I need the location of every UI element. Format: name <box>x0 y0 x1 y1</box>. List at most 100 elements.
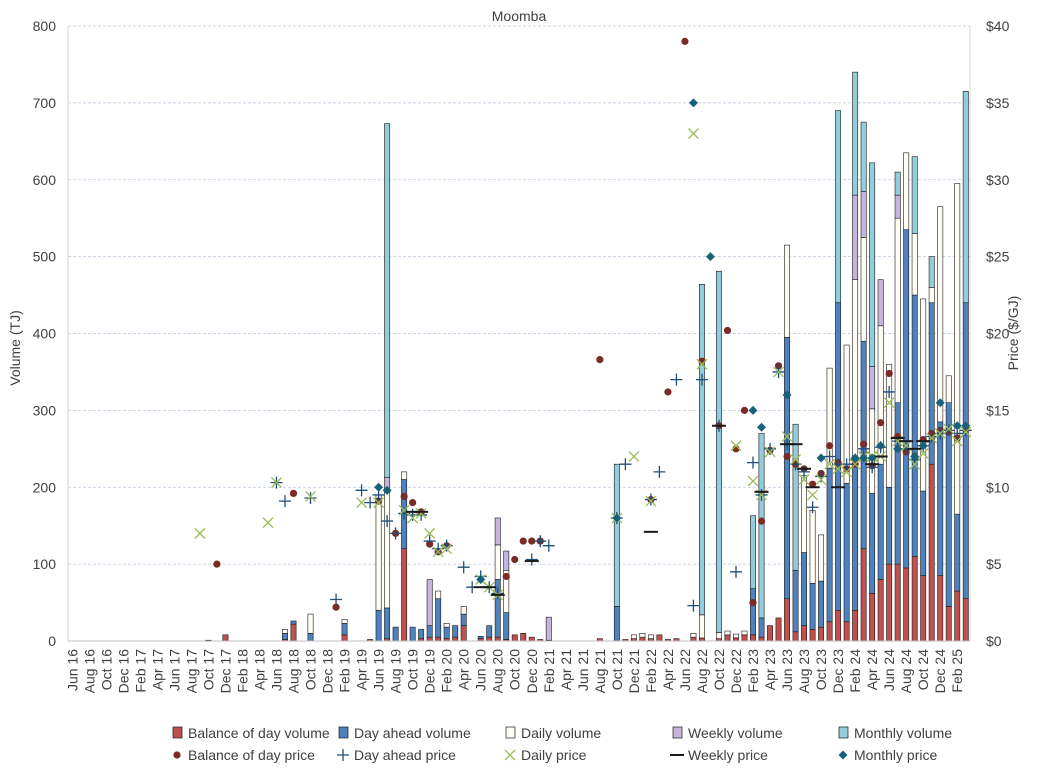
bar-daily-volume <box>937 206 944 423</box>
point-balance-of-day-price <box>511 555 519 564</box>
bar-day-ahead-volume <box>486 625 493 638</box>
point-day-ahead-price <box>823 450 836 463</box>
point-daily-price <box>824 458 836 470</box>
x-tick-label: Jun 20 <box>473 649 489 691</box>
bar-weekly-volume <box>494 517 501 546</box>
y2-tick-label: $20 <box>986 326 1010 342</box>
point-day-ahead-price <box>355 484 368 497</box>
x-tick-label: Aug 16 <box>81 649 97 694</box>
bar-day-ahead-volume <box>801 552 808 626</box>
point-monthly-price <box>748 405 758 415</box>
y-tick-label: 100 <box>33 556 57 572</box>
point-day-ahead-price <box>432 542 445 555</box>
bar-daily-volume <box>384 492 391 609</box>
x-tick-label: Feb 17 <box>132 649 148 693</box>
point-daily-price <box>194 527 206 539</box>
point-daily-price <box>687 128 699 140</box>
point-monthly-price <box>867 453 877 463</box>
x-tick-label: Aug 20 <box>490 649 506 694</box>
bar-day-ahead-volume <box>869 493 876 594</box>
bar-monthly-volume <box>962 91 969 304</box>
legend-swatch-monthly-volume <box>838 726 849 739</box>
point-day-ahead-price <box>806 501 819 514</box>
x-tick-label: Apr 24 <box>864 649 880 690</box>
bar-balance-of-day-volume <box>869 593 876 642</box>
y2-tick-label: $0 <box>986 633 1002 649</box>
bar-balance-of-day-volume <box>962 598 969 642</box>
bar-daily-volume <box>733 633 739 639</box>
legend-swatch-day-ahead-volume <box>338 726 349 739</box>
point-monthly-price <box>816 453 826 463</box>
legend-label-balance-of-day-volume: Balance of day volume <box>188 725 330 741</box>
x-tick-label: Oct 18 <box>303 649 319 690</box>
legend-marker-monthly-price <box>838 750 848 760</box>
y-tick-label: 400 <box>33 326 57 342</box>
y-tick-label: 0 <box>48 633 56 649</box>
x-tick-label: Dec 22 <box>728 649 744 694</box>
bar-day-ahead-volume <box>426 625 433 638</box>
point-monthly-price <box>382 485 392 495</box>
bar-balance-of-day-volume <box>937 575 944 642</box>
bar-day-ahead-volume <box>375 609 382 642</box>
bar-balance-of-day-volume <box>835 609 842 642</box>
bar-daily-volume <box>443 623 450 628</box>
point-day-ahead-price <box>729 565 742 578</box>
x-tick-label: Jun 24 <box>881 649 897 691</box>
bar-balance-of-day-volume <box>724 634 731 642</box>
x-tick-label: Dec 24 <box>932 649 948 694</box>
x-tick-label: Apr 19 <box>354 649 370 690</box>
x-tick-label: Aug 21 <box>592 649 608 694</box>
x-tick-label: Feb 22 <box>643 649 659 693</box>
point-monthly-price <box>910 452 920 461</box>
bar-balance-of-day-volume <box>852 609 859 642</box>
bar-day-ahead-volume <box>784 337 790 600</box>
bar-balance-of-day-volume <box>758 636 765 642</box>
point-balance-of-day-price <box>502 572 510 581</box>
bar-day-ahead-volume <box>903 229 910 569</box>
point-daily-price <box>764 446 776 458</box>
bar-monthly-volume <box>758 433 765 619</box>
bar-balance-of-day-volume <box>928 463 935 642</box>
point-balance-of-day-price <box>519 537 527 545</box>
bar-daily-volume <box>307 613 314 634</box>
bar-weekly-volume <box>869 366 876 410</box>
y-axis-ticks: 0 100 200 300 400 500 600 700 800 <box>33 18 57 649</box>
bar-daily-volume <box>460 606 467 615</box>
point-balance-of-day-price <box>783 452 791 461</box>
point-monthly-price <box>476 575 486 584</box>
point-day-ahead-price <box>619 458 632 471</box>
point-day-ahead-price <box>866 461 879 474</box>
bar-day-ahead-volume <box>937 421 944 576</box>
point-daily-price <box>424 527 436 539</box>
legend-label-daily-volume: Daily volume <box>521 725 601 741</box>
point-daily-price <box>373 497 385 509</box>
x-tick-label: Dec 19 <box>422 649 438 694</box>
x-tick-label: Oct 19 <box>405 649 421 690</box>
x-tick-label: Dec 18 <box>320 649 336 694</box>
bar-monthly-volume <box>928 256 935 288</box>
bar-monthly-volume <box>835 110 842 304</box>
x-tick-label: Aug 17 <box>183 649 199 694</box>
point-monthly-price <box>374 482 384 492</box>
bar-day-ahead-volume <box>843 483 850 623</box>
bar-daily-volume <box>928 287 935 304</box>
legend-swatch-balance-of-day-volume <box>172 726 183 739</box>
y2-tick-label: $35 <box>986 95 1010 111</box>
point-balance-of-day-price <box>681 37 689 45</box>
bar-daily-volume <box>724 630 731 636</box>
point-balance-of-day-price <box>374 497 383 505</box>
bar-monthly-volume <box>716 270 722 633</box>
point-daily-price <box>917 447 929 459</box>
legend-label-monthly-price: Monthly price <box>854 747 937 763</box>
point-daily-price <box>271 477 282 489</box>
bar-daily-volume <box>375 494 382 611</box>
point-balance-of-day-price <box>740 406 749 414</box>
point-daily-price <box>951 435 963 447</box>
legend-marker-balance-of-day-price <box>173 751 181 759</box>
point-balance-of-day-price <box>664 388 672 396</box>
bar-weekly-volume <box>545 616 552 641</box>
bar-weekly-volume <box>894 194 901 219</box>
x-tick-label: Jun 23 <box>779 649 795 691</box>
bar-day-ahead-volume <box>290 620 297 625</box>
